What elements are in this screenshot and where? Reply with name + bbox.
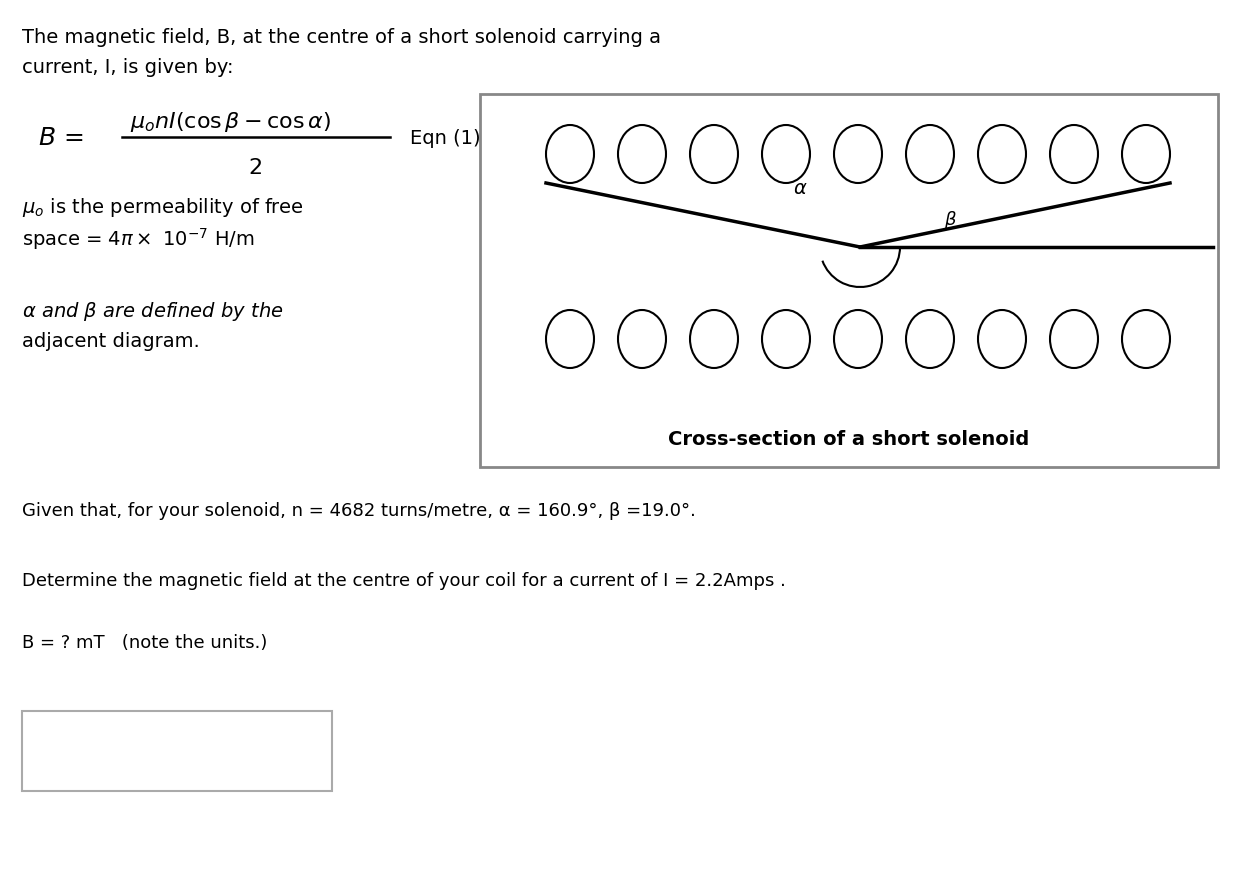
Text: $\mu_o nI(\cos\beta - \cos\alpha)$: $\mu_o nI(\cos\beta - \cos\alpha)$ (130, 109, 331, 134)
Ellipse shape (763, 310, 810, 368)
Ellipse shape (906, 310, 954, 368)
Text: $\alpha$: $\alpha$ (792, 178, 807, 197)
Ellipse shape (690, 310, 738, 368)
Text: $2$: $2$ (248, 158, 262, 178)
Text: $\beta$: $\beta$ (943, 209, 957, 231)
Ellipse shape (834, 126, 882, 183)
Text: $\mu_o$ is the permeability of free: $\mu_o$ is the permeability of free (22, 196, 304, 219)
Ellipse shape (978, 310, 1025, 368)
Ellipse shape (1121, 310, 1170, 368)
Ellipse shape (1050, 126, 1098, 183)
Ellipse shape (1121, 126, 1170, 183)
Ellipse shape (618, 126, 667, 183)
Bar (480, 95, 1219, 468)
Ellipse shape (978, 126, 1025, 183)
Text: $\it{B}$ =: $\it{B}$ = (37, 126, 83, 149)
Ellipse shape (906, 126, 954, 183)
Ellipse shape (546, 310, 594, 368)
Ellipse shape (690, 126, 738, 183)
Text: The magnetic field, B, at the centre of a short solenoid carrying a: The magnetic field, B, at the centre of … (22, 28, 660, 47)
Text: B = ? mT   (note the units.): B = ? mT (note the units.) (22, 634, 268, 651)
Text: Cross-section of a short solenoid: Cross-section of a short solenoid (668, 430, 1029, 449)
Ellipse shape (834, 310, 882, 368)
Ellipse shape (763, 126, 810, 183)
Text: Determine the magnetic field at the centre of your coil for a current of I = 2.2: Determine the magnetic field at the cent… (22, 571, 786, 589)
Text: $\alpha$ and $\beta$ are defined by the: $\alpha$ and $\beta$ are defined by the (22, 300, 284, 322)
Text: adjacent diagram.: adjacent diagram. (22, 332, 199, 350)
Text: Eqn (1): Eqn (1) (410, 129, 481, 148)
Ellipse shape (618, 310, 667, 368)
Text: current, I, is given by:: current, I, is given by: (22, 58, 233, 77)
Text: Given that, for your solenoid, n = 4682 turns/metre, α = 160.9°, β =19.0°.: Given that, for your solenoid, n = 4682 … (22, 501, 695, 520)
Ellipse shape (546, 126, 594, 183)
Text: space = 4$\pi\times$ 10$^{-7}$ H/m: space = 4$\pi\times$ 10$^{-7}$ H/m (22, 226, 254, 252)
Ellipse shape (1050, 310, 1098, 368)
Bar (22, 711, 331, 791)
